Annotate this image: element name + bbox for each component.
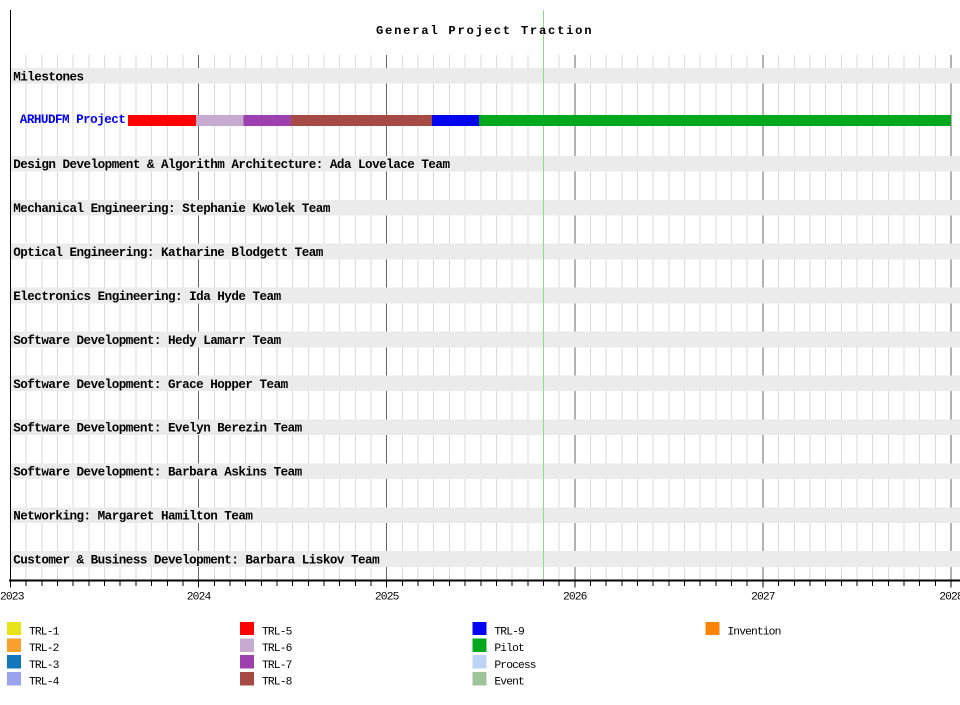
svg-text:2024: 2024 [187,591,212,603]
svg-text:Invention: Invention [727,627,780,639]
svg-text:2023: 2023 [0,591,25,603]
svg-text:Software Development: Grace Ho: Software Development: Grace Hopper Team [13,378,288,392]
svg-text:TRL-8: TRL-8 [262,677,293,689]
svg-text:Milestones: Milestones [13,70,83,84]
svg-text:TRL-4: TRL-4 [29,677,60,689]
svg-text:TRL-9: TRL-9 [494,627,524,639]
svg-text:Customer & Business Developmen: Customer & Business Development: Barbara… [13,554,380,568]
svg-text:TRL-5: TRL-5 [262,627,293,639]
svg-text:Design Development & Algorithm: Design Development & Algorithm Architect… [13,158,450,172]
svg-text:Software Development: Evelyn B: Software Development: Evelyn Berezin Tea… [13,422,302,436]
svg-text:Mechanical Engineering: Stepha: Mechanical Engineering: Stephanie Kwolek… [13,202,331,216]
svg-text:2028: 2028 [939,591,960,603]
svg-text:TRL-1: TRL-1 [29,627,60,639]
svg-text:Software Development: Hedy Lam: Software Development: Hedy Lamarr Team [13,334,281,348]
svg-text:Event: Event [494,677,524,689]
svg-text:Software Development: Barbara: Software Development: Barbara Askins Tea… [13,466,302,480]
svg-text:2026: 2026 [563,591,588,603]
svg-text:General Project Traction: General Project Traction [376,24,593,38]
svg-text:Networking: Margaret Hamilton: Networking: Margaret Hamilton Team [13,510,253,524]
svg-text:ARHUDFM Project: ARHUDFM Project [20,113,126,127]
svg-text:TRL-3: TRL-3 [29,660,60,672]
svg-text:TRL-6: TRL-6 [262,643,293,655]
svg-text:Electronics Engineering: Ida H: Electronics Engineering: Ida Hyde Team [13,290,281,304]
svg-text:2025: 2025 [375,591,400,603]
svg-text:Pilot: Pilot [494,643,524,655]
svg-text:Process: Process [494,660,535,672]
svg-text:2027: 2027 [751,591,775,603]
svg-text:TRL-2: TRL-2 [29,643,59,655]
svg-text:TRL-7: TRL-7 [262,660,292,672]
svg-text:Optical Engineering: Katharine: Optical Engineering: Katharine Blodgett … [13,246,324,260]
